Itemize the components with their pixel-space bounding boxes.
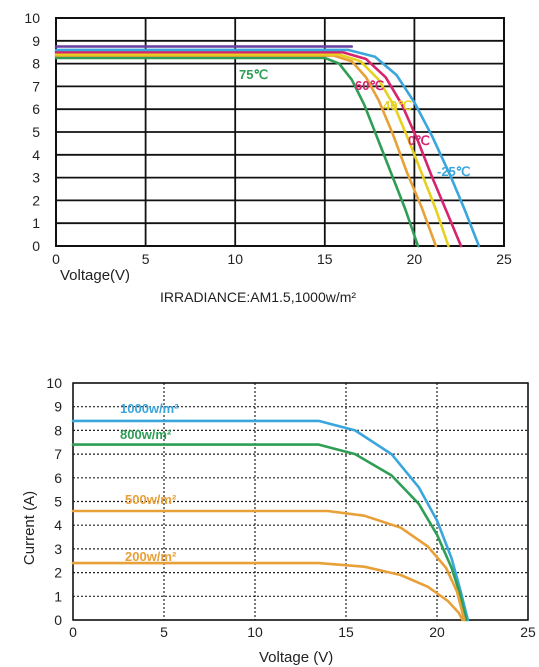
y-tick-label: 0	[32, 238, 40, 254]
x-axis: 0 5 10 15 20 25	[52, 251, 512, 267]
series-line-1	[54, 54, 438, 248]
series-line-3	[54, 50, 463, 248]
series-line-3	[71, 561, 464, 622]
y-tick-label: 4	[54, 517, 62, 533]
series-label-75: 75℃	[239, 67, 268, 82]
plot-frame	[72, 382, 529, 621]
x-tick-label: 5	[142, 251, 150, 267]
chart-irradiance: 0 1 2 3 4 5 6 7 8 9 10 0 5 10 15 20 25 Voltage (V) Curr…	[21, 375, 536, 666]
y-tick-label: 9	[32, 33, 40, 49]
y-tick-label: 6	[54, 470, 62, 486]
y-tick-label: 3	[54, 541, 62, 557]
x-tick-label: 20	[407, 251, 423, 267]
y-tick-label: 6	[32, 101, 40, 117]
plot-frame	[55, 17, 505, 247]
series-label-60: 60℃	[355, 78, 384, 93]
chart-temperature: 0 1 2 3 4 5 6 7 8 9 10 0 5 10 15 20 25 Voltage(V) IRRAD…	[24, 10, 512, 305]
series-label-m25: -25℃	[437, 164, 470, 179]
x-axis-title: Voltage(V)	[60, 267, 130, 284]
series-label-0: 0℃	[408, 133, 430, 148]
y-tick-label: 3	[32, 170, 40, 186]
x-tick-label: 20	[429, 624, 445, 640]
x-axis-title: Voltage (V)	[259, 649, 333, 666]
y-tick-label: 4	[32, 147, 40, 163]
x-tick-label: 25	[496, 251, 512, 267]
irradiance-note: IRRADIANCE:AM1.5,1000w/m²	[160, 289, 356, 305]
y-axis: 0 1 2 3 4 5 6 7 8 9 10	[46, 375, 62, 628]
y-tick-label: 7	[54, 446, 62, 462]
x-tick-label: 10	[247, 624, 263, 640]
series-line-0	[54, 56, 420, 248]
y-tick-label: 5	[32, 124, 40, 140]
series-label-200: 200w/m²	[125, 549, 177, 564]
y-tick-label: 8	[54, 422, 62, 438]
series-line-0	[71, 419, 470, 622]
series-line-2	[54, 53, 450, 248]
x-tick-label: 0	[52, 251, 60, 267]
x-tick-label: 5	[160, 624, 168, 640]
series-line-1	[71, 443, 468, 622]
y-axis-title: Current (A)	[21, 491, 38, 565]
series-label-1000: 1000w/m²	[120, 401, 179, 416]
y-tick-label: 1	[54, 588, 62, 604]
plot-area	[71, 419, 470, 622]
y-tick-label: 2	[32, 192, 40, 208]
series-line-4	[54, 48, 481, 248]
plot-area	[54, 45, 481, 248]
x-tick-label: 25	[520, 624, 536, 640]
y-tick-label: 8	[32, 56, 40, 72]
x-tick-label: 15	[338, 624, 354, 640]
y-tick-label: 0	[54, 612, 62, 628]
x-axis: 0 5 10 15 20 25	[69, 624, 536, 640]
y-tick-label: 2	[54, 565, 62, 581]
series-line-2	[71, 509, 466, 622]
series-label-500: 500w/m²	[125, 492, 177, 507]
x-tick-label: 10	[227, 251, 243, 267]
y-tick-label: 9	[54, 399, 62, 415]
series-label-40: 40℃	[383, 98, 412, 113]
y-axis: 0 1 2 3 4 5 6 7 8 9 10	[24, 10, 40, 254]
y-tick-label: 1	[32, 215, 40, 231]
y-tick-label: 10	[46, 375, 62, 391]
y-tick-label: 7	[32, 78, 40, 94]
y-tick-label: 10	[24, 10, 40, 26]
grid	[72, 382, 529, 621]
x-tick-label: 0	[69, 624, 77, 640]
x-tick-label: 15	[317, 251, 333, 267]
y-tick-label: 5	[54, 494, 62, 510]
series-label-800: 800w/m²	[120, 427, 172, 442]
